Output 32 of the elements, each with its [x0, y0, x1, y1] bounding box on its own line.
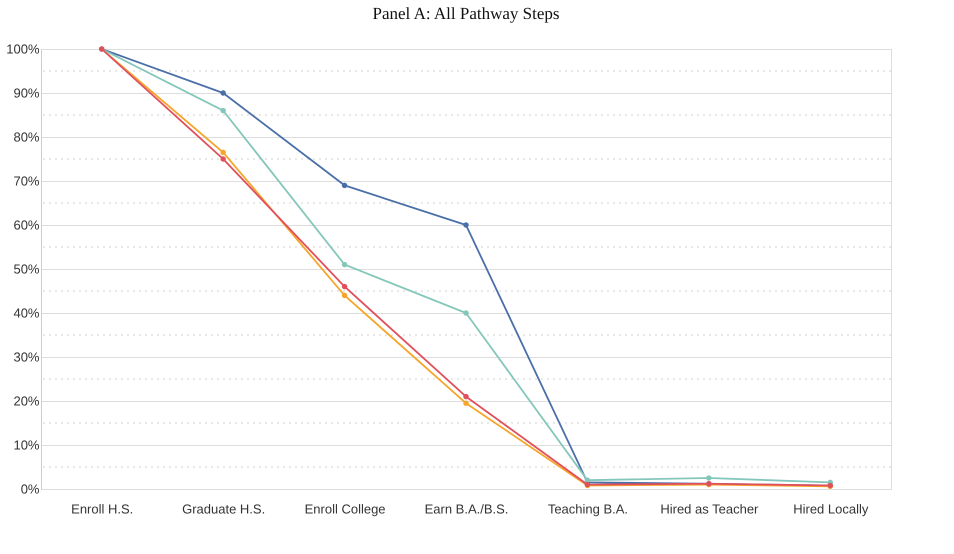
y-tick-label: 10% — [13, 438, 40, 452]
x-tick-label: Enroll College — [304, 502, 386, 516]
point — [342, 262, 348, 268]
point — [342, 292, 348, 298]
x-tick-label: Teaching B.A. — [548, 502, 628, 516]
point — [463, 394, 469, 400]
y-tick-label: 80% — [13, 130, 40, 144]
y-tick-label: 40% — [13, 306, 40, 320]
point — [220, 150, 226, 156]
x-tick-label: Hired Locally — [793, 502, 869, 516]
x-tick-label: Hired as Teacher — [660, 502, 760, 516]
y-tick-label: 50% — [13, 262, 40, 276]
x-tick-label: Graduate H.S. — [182, 502, 266, 516]
y-tick-label: 70% — [13, 174, 40, 188]
point — [463, 400, 469, 406]
x-tick-label: Enroll H.S. — [71, 502, 134, 516]
point — [220, 156, 226, 162]
x-tick-label: Earn B.A./B.S. — [424, 502, 508, 516]
y-tick-label: 60% — [13, 218, 40, 232]
y-tick-label: 90% — [13, 86, 40, 100]
y-tick-label: 20% — [13, 394, 40, 408]
y-tick-label: 30% — [13, 350, 40, 364]
point — [342, 182, 348, 188]
y-tick-label: 100% — [6, 42, 40, 56]
point — [220, 108, 226, 114]
point — [220, 90, 226, 96]
point — [463, 222, 469, 228]
point — [463, 310, 469, 316]
point — [342, 284, 348, 290]
y-tick-label: 0% — [20, 482, 40, 496]
chart-title: Panel A: All Pathway Steps — [372, 4, 560, 23]
point — [706, 475, 712, 481]
